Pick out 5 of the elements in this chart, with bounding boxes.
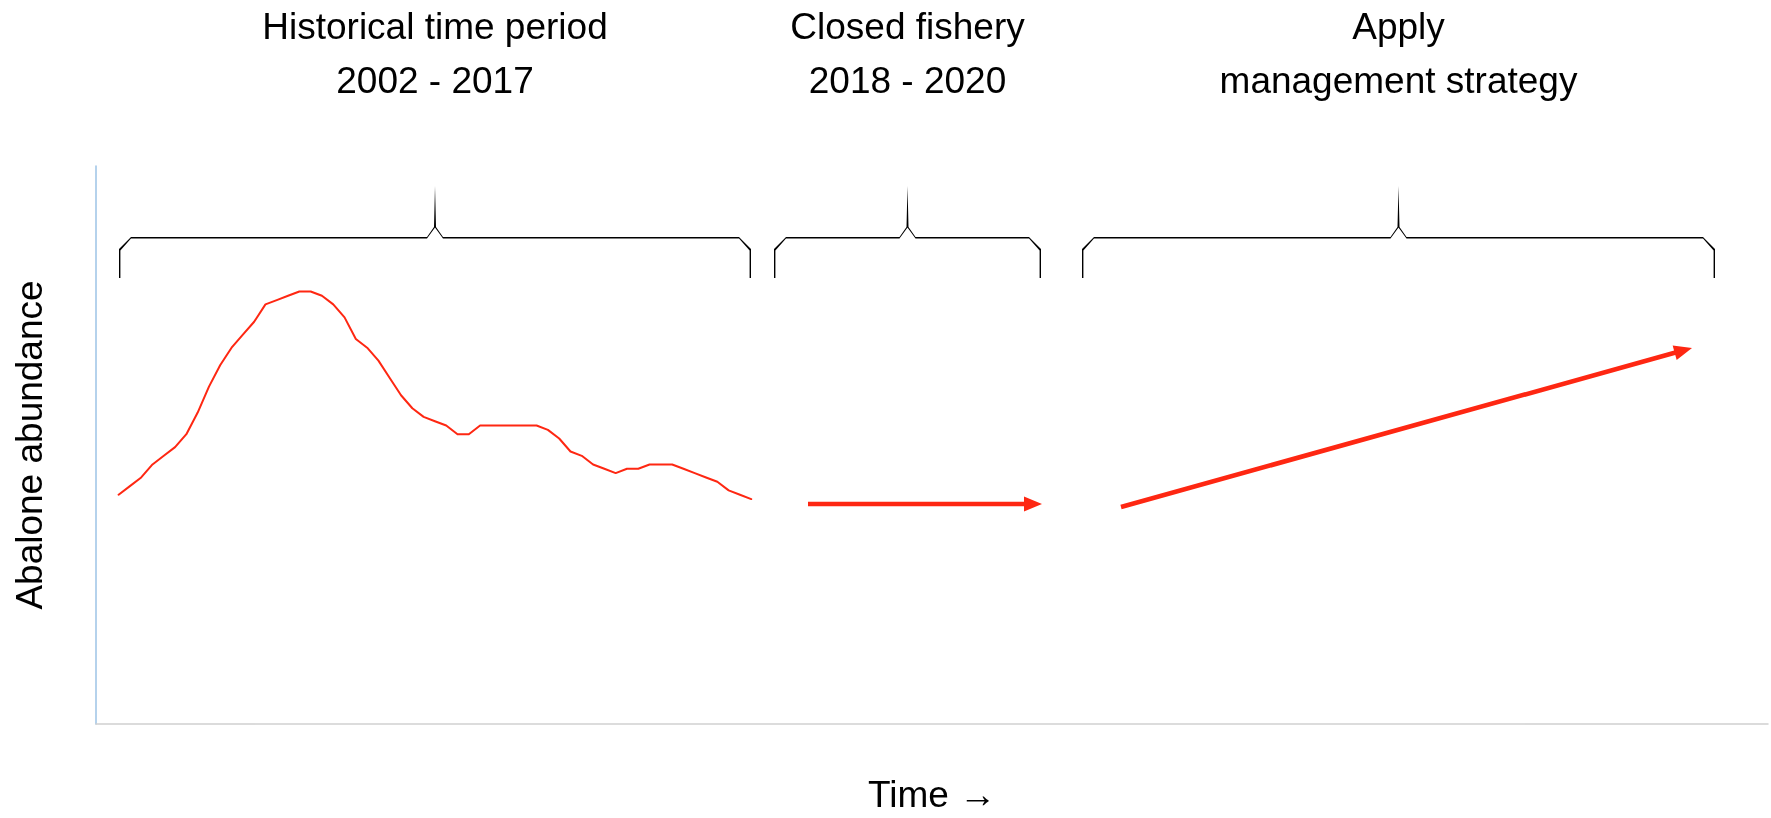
x-axis-title: Time → xyxy=(867,774,997,815)
text: Historical time period 2002 - 2017 xyxy=(262,5,608,103)
y-axis-title: Abalone abundance xyxy=(9,280,50,610)
text: Closed fishery 2018 - 2020 xyxy=(790,5,1025,103)
text: Apply management strategy xyxy=(1219,5,1578,103)
